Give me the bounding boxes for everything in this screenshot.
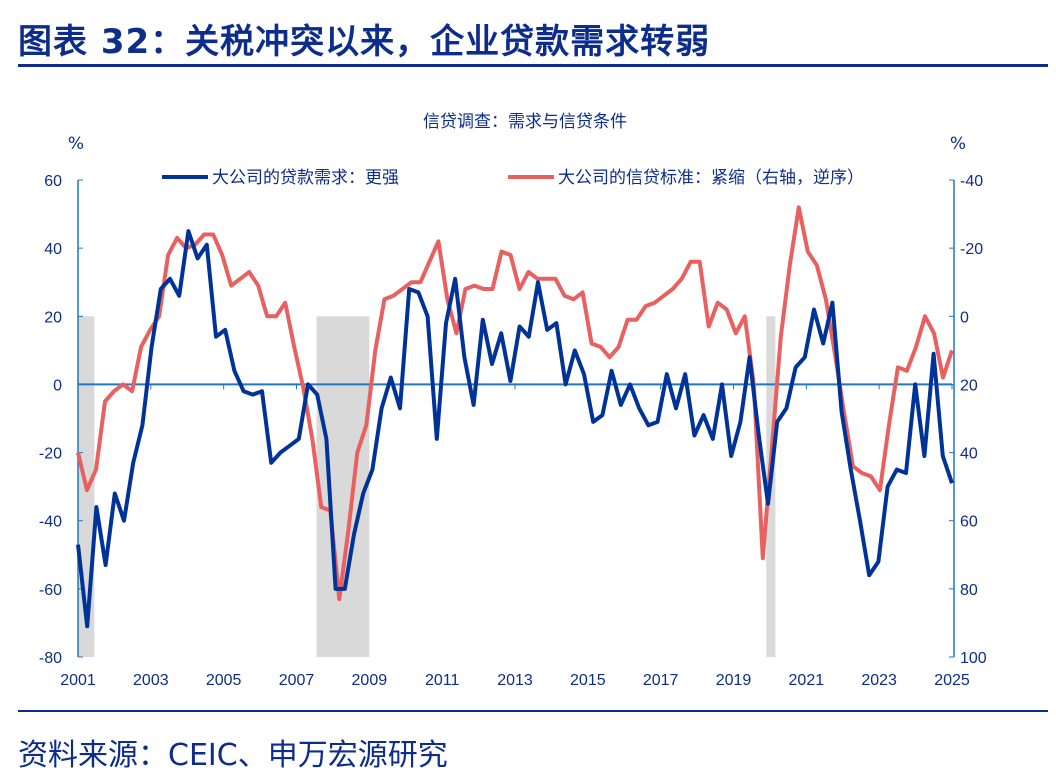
left-tick-label: 0	[53, 377, 62, 394]
source-note: 资料来源：CEIC、申万宏源研究	[18, 738, 448, 773]
x-tick-label: 2015	[570, 672, 606, 689]
left-tick-label: 20	[44, 309, 62, 326]
x-tick-label: 2017	[643, 672, 679, 689]
chart-title: 信贷调查：需求与信贷条件	[423, 112, 627, 132]
x-tick-label: 2001	[60, 672, 96, 689]
left-tick-label: -80	[39, 650, 62, 667]
right-axis-unit: %	[950, 134, 966, 154]
left-tick-label: 40	[44, 241, 62, 258]
series-line-credit-standards	[76, 205, 954, 602]
figure-title: 图表 32：关税冲突以来，企业贷款需求转弱	[18, 22, 711, 62]
right-tick-label: -40	[960, 173, 983, 190]
left-tick-label: -40	[39, 514, 62, 531]
right-tick-label: 60	[960, 514, 978, 531]
recession-shade	[316, 316, 370, 657]
legend-label-demand: 大公司的贷款需求：更强	[212, 168, 399, 188]
line-chart: 信贷调查：需求与信贷条件 % % 大公司的贷款需求：更强 大公司的信贷标准：紧缩…	[39, 112, 987, 689]
x-tick-label: 2009	[352, 672, 388, 689]
right-tick-label: 100	[960, 650, 987, 667]
left-axis-unit: %	[68, 134, 84, 154]
left-tick-label: 60	[44, 173, 62, 190]
left-tick-label: -60	[39, 582, 62, 599]
left-tick-label: -20	[39, 446, 62, 463]
x-tick-label: 2007	[279, 672, 315, 689]
right-tick-label: 0	[960, 309, 969, 326]
series-line-loan-demand	[76, 229, 954, 629]
footer-divider	[18, 710, 1048, 712]
x-tick-label: 2025	[934, 672, 970, 689]
x-tick-label: 2003	[133, 672, 169, 689]
right-tick-label: 40	[960, 446, 978, 463]
x-tick-label: 2013	[497, 672, 533, 689]
x-tick-label: 2019	[716, 672, 752, 689]
x-tick-label: 2021	[789, 672, 825, 689]
legend-label-standards: 大公司的信贷标准：紧缩（右轴，逆序）	[558, 168, 864, 188]
right-tick-label: -20	[960, 241, 983, 258]
right-tick-label: 80	[960, 582, 978, 599]
title-divider	[18, 64, 1048, 67]
right-tick-label: 20	[960, 377, 978, 394]
x-tick-label: 2011	[425, 672, 460, 689]
legend: 大公司的贷款需求：更强 大公司的信贷标准：紧缩（右轴，逆序）	[162, 168, 864, 188]
x-tick-label: 2005	[206, 672, 242, 689]
x-tick-label: 2023	[861, 672, 897, 689]
